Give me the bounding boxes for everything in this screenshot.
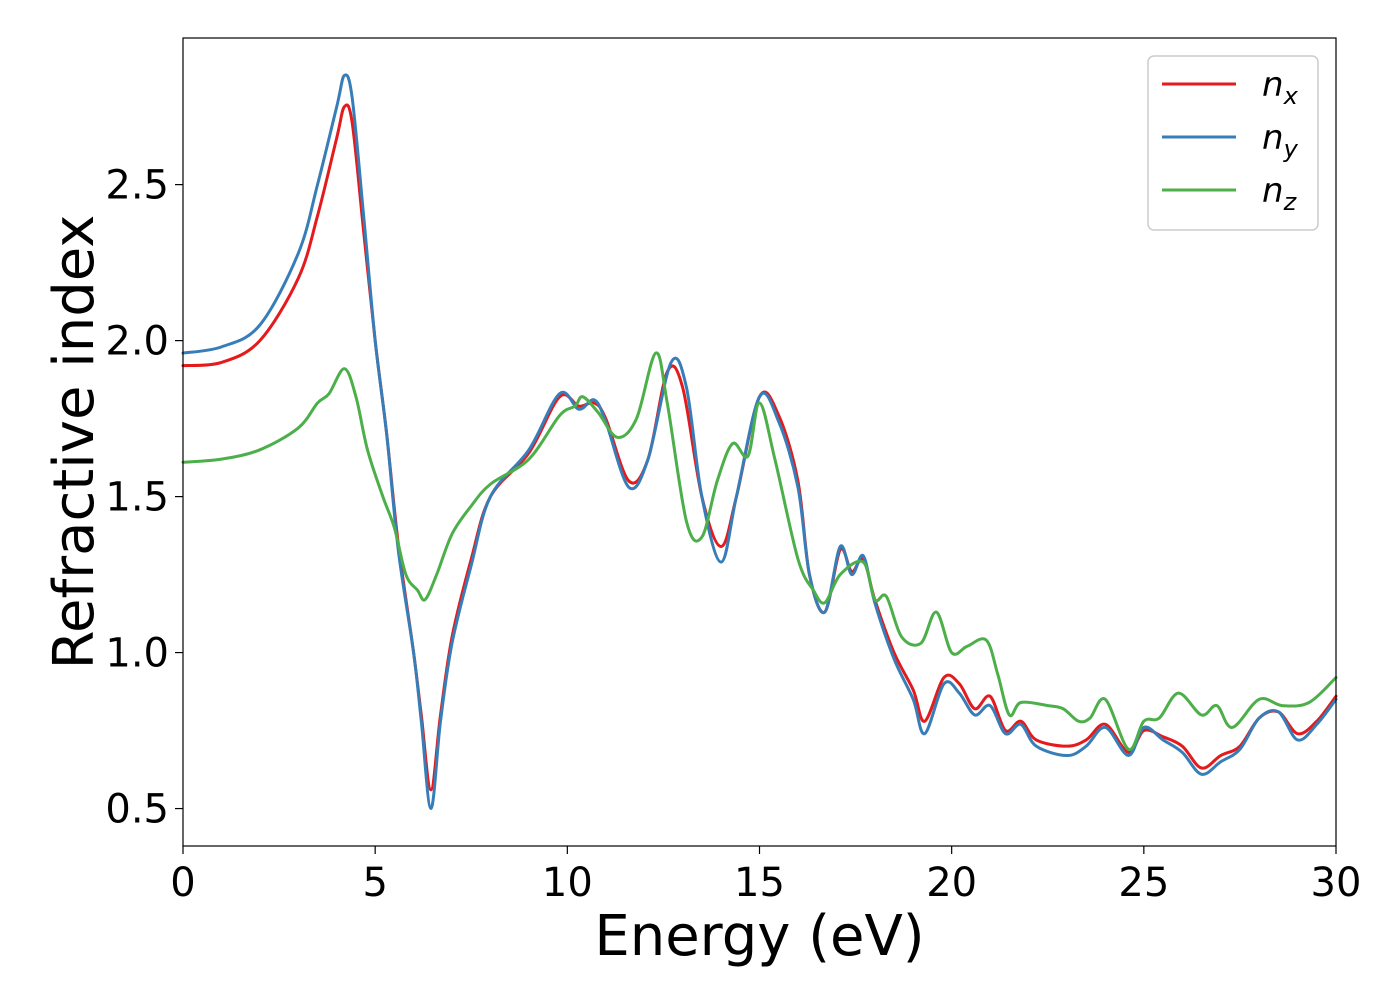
x-tick-label: 25 — [1118, 860, 1169, 906]
x-tick-label: 15 — [734, 860, 785, 906]
y-tick-label: 1.0 — [105, 631, 169, 677]
plot-series — [181, 73, 1338, 811]
x-tick-label: 30 — [1311, 860, 1362, 906]
legend-label-ny: ny — [1262, 118, 1299, 163]
legend-label-nz: nz — [1262, 171, 1298, 216]
x-tick-label: 20 — [926, 860, 977, 906]
y-axis: 0.5 1.0 1.5 2.0 2.5 — [105, 163, 183, 833]
x-tick-label: 5 — [362, 860, 387, 906]
y-axis-title: Refractive index — [42, 215, 107, 670]
legend-label-nx: nx — [1262, 65, 1299, 110]
legend: nx ny nz — [1147, 55, 1319, 231]
y-tick-label: 2.0 — [105, 319, 169, 365]
y-tick-label: 2.5 — [105, 163, 169, 209]
x-axis: 0 5 10 15 20 25 30 — [170, 846, 1361, 906]
x-axis-title: Energy (eV) — [594, 904, 924, 969]
x-tick-label: 10 — [542, 860, 593, 906]
y-tick-label: 1.5 — [105, 475, 169, 521]
series-line-nz — [181, 351, 1338, 751]
legend-box — [1147, 55, 1319, 231]
y-tick-label: 0.5 — [105, 787, 169, 833]
x-tick-label: 0 — [170, 860, 195, 906]
plot-frame — [182, 37, 1337, 847]
